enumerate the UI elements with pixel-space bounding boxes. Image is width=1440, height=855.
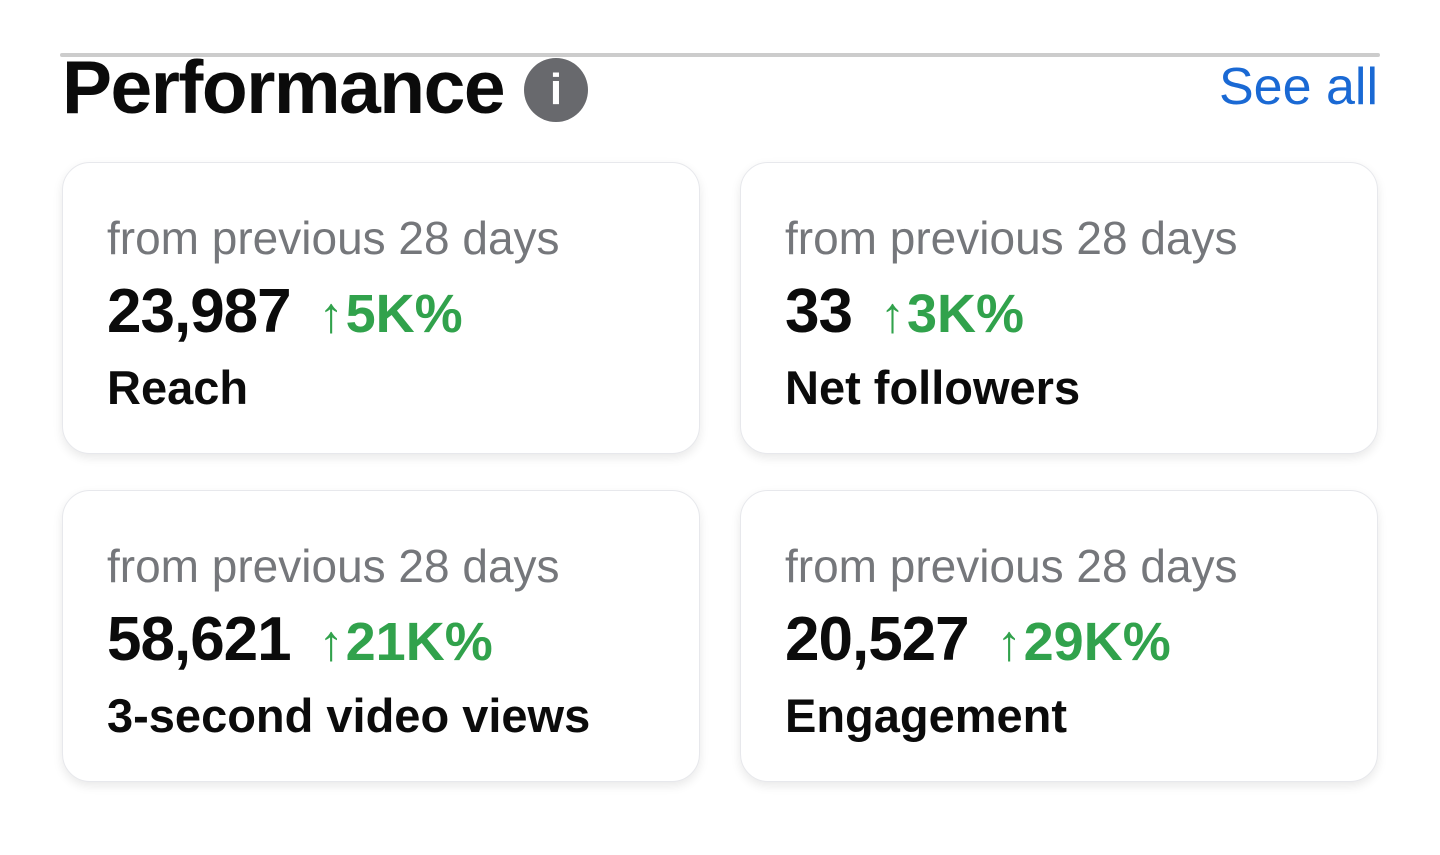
delta-percent: 21K% (345, 612, 493, 672)
value-row: 33 ↑3K% (785, 279, 1333, 345)
trend-delta: ↑3K% (880, 285, 1024, 344)
metric-card-reach[interactable]: from previous 28 days 23,987 ↑5K% Reach (62, 162, 700, 454)
value-row: 58,621 ↑21K% (107, 607, 655, 673)
trend-up-arrow-icon: ↑ (318, 287, 344, 343)
metric-value: 23,987 (107, 277, 292, 346)
performance-cards-grid: from previous 28 days 23,987 ↑5K% Reach … (62, 162, 1378, 782)
period-label: from previous 28 days (107, 540, 560, 592)
period-label: from previous 28 days (785, 540, 1238, 592)
delta-percent: 5K% (345, 284, 463, 344)
period-label: from previous 28 days (785, 212, 1238, 264)
metric-card-video-views[interactable]: from previous 28 days 58,621 ↑21K% 3-sec… (62, 490, 700, 782)
metric-label: Reach (107, 361, 249, 414)
trend-delta: ↑21K% (319, 613, 493, 672)
metric-label: Net followers (785, 361, 1081, 414)
metric-label: Engagement (785, 689, 1068, 742)
trend-up-arrow-icon: ↑ (318, 615, 344, 671)
performance-header: Performance i See all (62, 44, 1378, 130)
trend-up-arrow-icon: ↑ (996, 615, 1022, 671)
metric-value: 33 (785, 277, 853, 346)
metric-value: 58,621 (107, 605, 292, 674)
delta-percent: 29K% (1023, 612, 1171, 672)
info-icon[interactable]: i (524, 58, 589, 122)
value-row: 20,527 ↑29K% (785, 607, 1333, 673)
see-all-link[interactable]: See all (1219, 58, 1378, 116)
value-row: 23,987 ↑5K% (107, 279, 655, 345)
trend-delta: ↑29K% (997, 613, 1171, 672)
delta-percent: 3K% (906, 284, 1025, 344)
page-title: Performance (62, 45, 506, 129)
metric-value: 20,527 (785, 605, 970, 674)
metric-label: 3-second video views (107, 689, 591, 742)
trend-delta: ↑5K% (319, 285, 463, 344)
metric-card-engagement[interactable]: from previous 28 days 20,527 ↑29K% Engag… (740, 490, 1378, 782)
trend-up-arrow-icon: ↑ (879, 287, 905, 343)
metric-card-net-followers[interactable]: from previous 28 days 33 ↑3K% Net follow… (740, 162, 1378, 454)
title-group: Performance i (62, 44, 589, 130)
period-label: from previous 28 days (107, 212, 560, 264)
section-divider (60, 53, 1380, 57)
